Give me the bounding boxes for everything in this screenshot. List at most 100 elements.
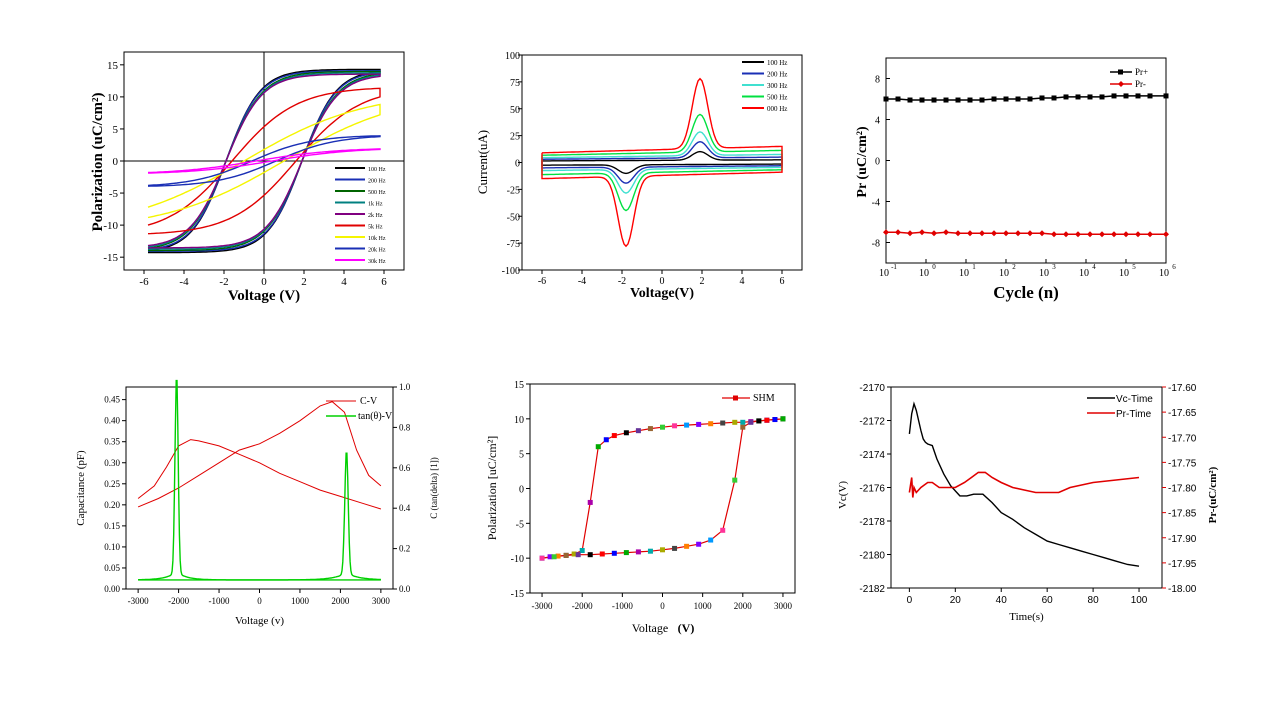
x-tick-label: -2000 [572, 601, 593, 611]
y-axis-label: Pr (uC/cm²) [855, 126, 870, 198]
y-tick-label: -75 [507, 239, 520, 250]
y-tick-label: -15 [511, 589, 524, 600]
x-tick-label: -2 [219, 276, 228, 288]
data-point [955, 97, 961, 103]
data-point [1123, 231, 1129, 238]
data-point [883, 229, 889, 236]
y-right-tick-label: -17.80 [1168, 484, 1197, 495]
y-tick-label: 0.05 [104, 563, 120, 573]
legend-label: 10k Hz [368, 236, 386, 242]
data-point [931, 230, 937, 237]
data-point [696, 541, 702, 547]
y-tick-label: -4 [872, 198, 880, 209]
x-tick-label: 20 [950, 595, 962, 606]
y-right-tick-label: 0.0 [399, 584, 411, 594]
data-point [595, 444, 601, 450]
data-point [635, 549, 641, 555]
y-right-axis-label: Pr-(uC/cm²) [1207, 466, 1219, 523]
y-tick-label: 0 [875, 157, 880, 168]
data-point [1123, 93, 1129, 99]
x-tick-base: 10 [1119, 268, 1129, 279]
legend-label: SHM [753, 393, 775, 404]
y-tick-label: 0 [519, 485, 524, 496]
y-tick-label: 0 [515, 159, 520, 170]
data-point [1051, 231, 1057, 238]
x-tick-base: 10 [879, 268, 889, 279]
x-tick-base: 10 [959, 268, 969, 279]
x-tick-label: 4 [740, 276, 745, 287]
data-point [672, 423, 678, 429]
y-tick-label: 8 [875, 75, 880, 86]
data-point [623, 430, 629, 436]
loop-series-8 [147, 148, 381, 174]
x-tick-label: 3000 [774, 601, 793, 611]
y-tick-label: 25 [510, 132, 520, 143]
y-tick-label: 50 [510, 105, 520, 116]
legend-marker [1118, 69, 1123, 75]
legend-label: 20k Hz [368, 248, 386, 254]
data-point [720, 420, 726, 426]
legend-label: Vc-Time [1116, 394, 1153, 405]
data-point [979, 230, 985, 237]
x-tick-exponent: 2 [1012, 263, 1016, 271]
y-tick-label: -8 [872, 239, 880, 250]
y-right-tick-label: -17.90 [1168, 534, 1197, 545]
data-point [587, 552, 593, 558]
y-tick-label: -2182 [859, 584, 885, 595]
legend-label: 500 Hz [767, 94, 787, 102]
data-point [611, 550, 617, 556]
x-tick-label: 100 [1131, 595, 1148, 606]
x-tick-label: 80 [1088, 595, 1100, 606]
chart-2-iv-curves: -6 -4 -2 0 2 4 6 -100 -75 -50 -25 0 25 50 75 100 100 Hz 2… [475, 51, 803, 301]
chart-6-retention: 0 20 40 60 80 100 -2182 -2180 -2178 -2176 -2174 -21… [837, 383, 1219, 623]
y-axis-label: Current(uA) [475, 130, 490, 194]
data-point [895, 96, 901, 102]
x-axis-label: Voltage(V) [630, 286, 694, 301]
y-axis-label: Polarization [uC/cm²] [485, 436, 499, 541]
x-tick-label: -4 [179, 276, 189, 288]
pr-time-series [908, 471, 1140, 498]
data-point [1063, 231, 1069, 238]
data-point [1099, 94, 1105, 100]
data-point [991, 230, 997, 237]
legend-label: 2k Hz [368, 213, 383, 219]
tan-down-branch [138, 379, 381, 581]
y-tick-label: 0.25 [104, 479, 120, 489]
y-tick-label: -2178 [859, 517, 885, 528]
x-axis-label: Cycle (n) [993, 283, 1059, 302]
y-right-tick-label: -17.70 [1168, 433, 1197, 444]
x-tick-label: 40 [996, 595, 1008, 606]
y-right-tick-label: 0.6 [399, 463, 411, 473]
x-tick-label: -1000 [209, 596, 230, 606]
x-tick-label: 6 [381, 276, 387, 288]
y-tick-label: -2180 [859, 551, 885, 562]
x-tick-exponent: 3 [1052, 263, 1056, 271]
plot-frame [125, 386, 394, 590]
y-right-tick-label: 0.8 [399, 422, 411, 432]
x-tick-exponent: 6 [1172, 263, 1176, 271]
x-tick-exponent: 5 [1132, 263, 1136, 271]
data-point [979, 97, 985, 103]
data-point [1027, 96, 1033, 102]
data-point [571, 551, 577, 557]
data-point [1087, 94, 1093, 100]
data-point [603, 437, 609, 443]
data-point [748, 419, 754, 425]
y-axis-label: Capacitance (pF) [75, 450, 87, 526]
plot-frame [529, 383, 796, 594]
y-right-axis-label: C (tan(delta) [1]) [429, 457, 439, 518]
loop-series-7 [147, 135, 381, 187]
y-right-tick-label: 0.2 [399, 544, 410, 554]
data-point [660, 424, 665, 430]
data-point [1163, 93, 1169, 99]
legend-label: 500 Hz [368, 190, 386, 196]
y-tick-label: -15 [103, 252, 118, 264]
y-tick-label: 5 [519, 450, 524, 461]
y-right-tick-label: -18.00 [1168, 584, 1197, 595]
y-tick-label: 0.30 [104, 458, 120, 468]
y-tick-label: -50 [507, 212, 520, 223]
x-tick-label: -3000 [532, 601, 553, 611]
shm-upper-branch [541, 418, 784, 559]
y-tick-label: 0.40 [104, 416, 120, 426]
